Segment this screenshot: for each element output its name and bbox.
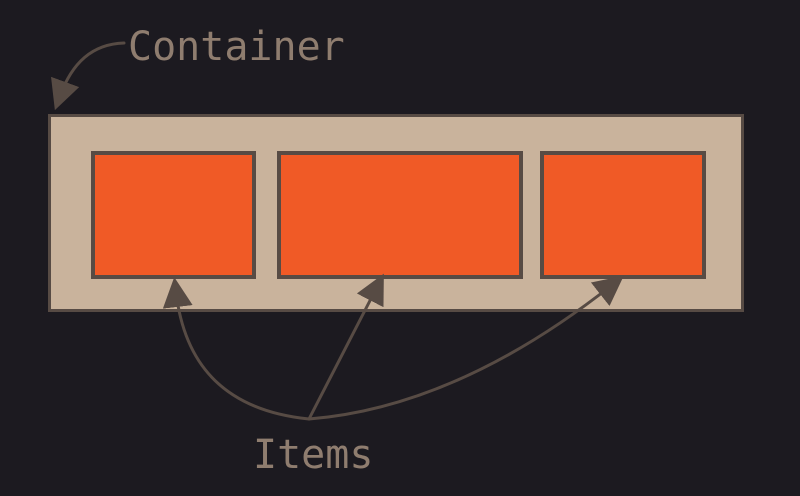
flex-container-box: [48, 114, 744, 312]
flex-item-3: [540, 151, 706, 279]
container-pointer-arrow: [51, 41, 126, 111]
items-label: Items: [253, 432, 374, 478]
flex-item-2: [277, 151, 523, 279]
container-label: Container: [128, 24, 345, 70]
flex-item-1: [91, 151, 256, 279]
